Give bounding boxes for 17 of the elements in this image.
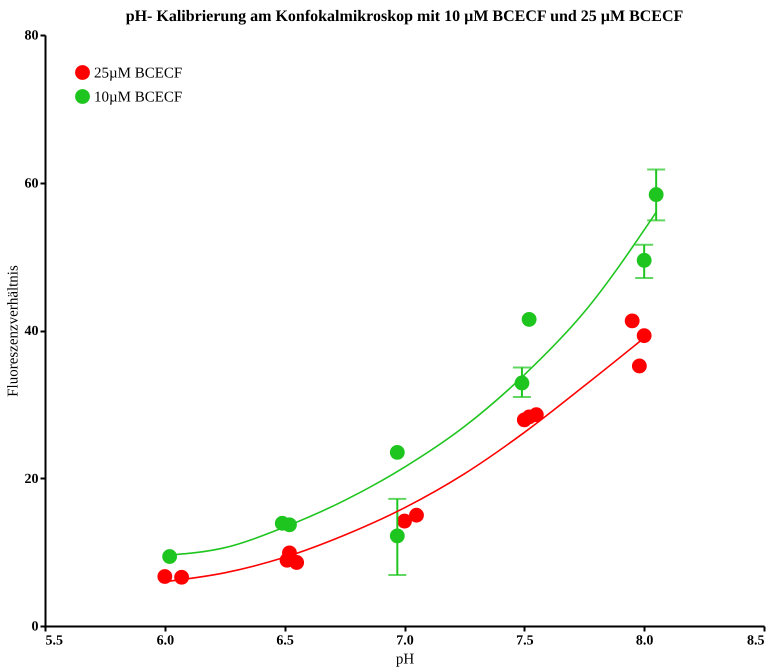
x-tick-label: 8.0 xyxy=(636,634,654,648)
y-tick-label: 40 xyxy=(24,324,38,339)
x-tick-label: 7.5 xyxy=(516,634,534,648)
y-tick-label: 0 xyxy=(32,620,38,634)
y-tick-label: 60 xyxy=(24,176,38,192)
x-tick-label: 6.5 xyxy=(276,634,294,648)
x-tick-label: 6.0 xyxy=(156,634,174,648)
x-axis-title: pH xyxy=(396,652,414,668)
x-tick-label: 5.5 xyxy=(46,634,63,648)
legend-label: 25µM BCECF xyxy=(94,66,182,82)
x-tick-label: 7.0 xyxy=(396,634,414,648)
y-tick-label: 80 xyxy=(24,28,38,44)
x-tick-label: 8.5 xyxy=(747,634,764,648)
y-axis-title: Fluoreszenzverhältnis xyxy=(6,265,22,397)
chart-title: pH- Kalibrierung am Konfokalmikroskop mit 10 µM BCECF und 25 µM BCECF xyxy=(126,8,684,25)
legend-label: 10µM BCECF xyxy=(94,90,182,106)
y-tick-label: 20 xyxy=(24,472,38,487)
